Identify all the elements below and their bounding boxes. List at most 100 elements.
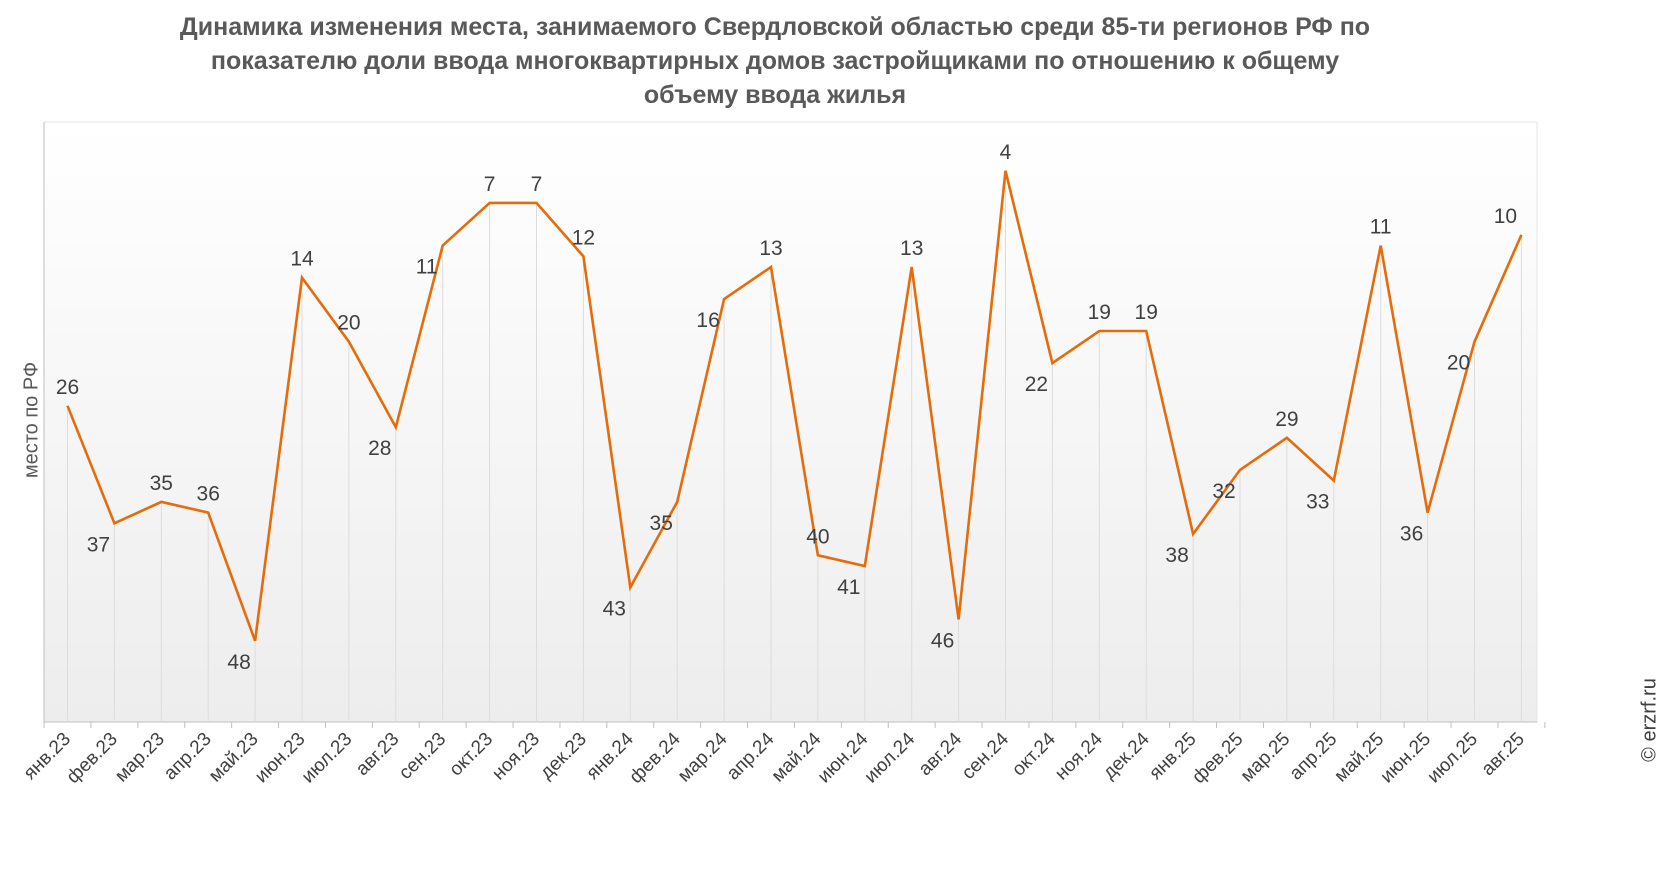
x-tick-label: сен.23 <box>395 729 450 784</box>
data-label: 33 <box>1306 491 1329 514</box>
data-point <box>112 521 116 525</box>
data-point <box>1379 244 1383 248</box>
data-point <box>1191 532 1195 536</box>
data-point <box>1473 340 1477 344</box>
chart-title-line: показателю доли ввода многоквартирных до… <box>210 47 1340 75</box>
data-label: 20 <box>1447 352 1470 375</box>
data-point <box>722 297 726 301</box>
data-point <box>488 201 492 205</box>
data-label: 14 <box>290 248 314 271</box>
data-label: 20 <box>337 312 360 335</box>
x-tick-label: дек.24 <box>1099 728 1154 783</box>
data-point <box>957 617 961 621</box>
data-point <box>1144 329 1148 333</box>
x-tick-label: фев.23 <box>63 729 122 788</box>
x-tick-label: июл.24 <box>861 728 920 787</box>
data-label: 11 <box>416 256 438 279</box>
data-label: 43 <box>603 597 626 620</box>
data-label: 19 <box>1088 301 1111 324</box>
data-point <box>581 254 585 258</box>
plot-area <box>44 122 1537 722</box>
data-label: 10 <box>1494 205 1517 228</box>
data-label: 13 <box>900 237 923 260</box>
data-point <box>675 500 679 504</box>
x-tick-label: июл.23 <box>298 729 357 788</box>
x-tick-label: апр.23 <box>160 729 216 785</box>
chart-title: Динамика изменения места, занимаемого Св… <box>100 10 1450 112</box>
data-label: 38 <box>1165 544 1188 567</box>
data-label: 28 <box>368 437 391 460</box>
x-tick-label: июн.24 <box>814 728 873 787</box>
data-point <box>1097 329 1101 333</box>
data-label: 35 <box>150 472 173 495</box>
data-point <box>1332 479 1336 483</box>
data-label: 40 <box>806 525 829 548</box>
x-tick-label: авг.25 <box>1478 729 1529 780</box>
x-tick-label: ноя.24 <box>1051 728 1107 784</box>
data-point <box>769 265 773 269</box>
x-tick-label: дек.23 <box>536 729 591 784</box>
x-tick-label: окт.24 <box>1008 728 1060 780</box>
data-label: 11 <box>1370 216 1392 239</box>
data-label: 36 <box>197 483 220 506</box>
data-point <box>535 201 539 205</box>
x-tick-label: июл.25 <box>1423 729 1482 788</box>
data-label: 22 <box>1025 373 1048 396</box>
x-tick-label: ноя.23 <box>488 729 544 785</box>
data-point <box>1285 436 1289 440</box>
data-label: 19 <box>1135 301 1158 324</box>
x-tick-label: фев.24 <box>626 728 685 787</box>
data-point <box>863 564 867 568</box>
data-label: 7 <box>484 173 496 196</box>
data-label: 7 <box>531 173 543 196</box>
data-label: 32 <box>1212 480 1235 503</box>
x-tick-label: июн.23 <box>251 729 310 788</box>
series-line <box>66 170 1523 642</box>
data-point <box>159 500 163 504</box>
data-point <box>1050 361 1054 365</box>
data-point <box>1004 169 1008 173</box>
data-point <box>441 244 445 248</box>
data-label: 48 <box>227 651 250 674</box>
chart-title-line: объему ввода жилья <box>643 81 907 109</box>
x-tick-label: мар.24 <box>674 728 732 786</box>
data-label: 4 <box>1000 141 1012 164</box>
data-point <box>394 425 398 429</box>
x-tick-label: мар.23 <box>111 729 169 787</box>
x-tick-label: май.24 <box>768 728 826 786</box>
data-label: 13 <box>759 237 782 260</box>
data-point <box>1426 511 1430 515</box>
data-label: 12 <box>572 226 595 249</box>
data-label: 35 <box>650 512 673 535</box>
x-tick-label: апр.24 <box>723 728 779 784</box>
data-point <box>206 511 210 515</box>
data-label: 29 <box>1275 408 1298 431</box>
data-point <box>910 265 914 269</box>
x-tick-label: авг.23 <box>352 729 403 780</box>
data-point <box>253 639 257 643</box>
watermark: © erzrf.ru <box>1638 678 1661 762</box>
data-label: 16 <box>696 309 719 332</box>
x-tick-label: авг.24 <box>915 728 967 780</box>
x-tick-label: мар.25 <box>1237 729 1295 787</box>
data-label: 26 <box>56 376 79 399</box>
x-tick-label: окт.23 <box>445 729 497 781</box>
data-label: 37 <box>87 533 110 556</box>
data-point <box>1519 233 1523 237</box>
data-label: 36 <box>1400 523 1423 546</box>
data-point <box>628 585 632 589</box>
data-label: 41 <box>837 576 860 599</box>
data-point <box>1238 468 1242 472</box>
data-point <box>347 340 351 344</box>
x-tick-label: май.23 <box>205 729 263 787</box>
x-tick-label: июн.25 <box>1377 729 1436 788</box>
x-tick-label: фев.25 <box>1188 729 1247 788</box>
data-label: 46 <box>931 629 954 652</box>
x-tick-label: апр.25 <box>1286 729 1342 785</box>
data-point <box>300 276 304 280</box>
x-tick-label: май.25 <box>1330 729 1388 787</box>
chart-title-line: Динамика изменения места, занимаемого Св… <box>179 13 1371 41</box>
data-point <box>816 553 820 557</box>
data-point <box>66 404 70 408</box>
